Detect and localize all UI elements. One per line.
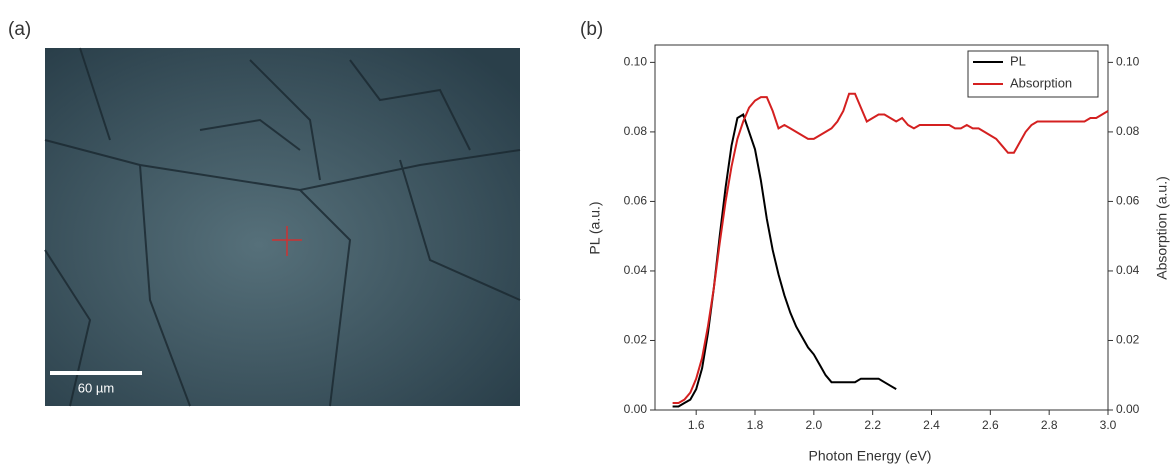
x-tick-label: 1.8	[747, 418, 764, 432]
y2-axis-label: Absorption (a.u.)	[1154, 176, 1170, 280]
x-tick-label: 2.8	[1041, 418, 1058, 432]
y2-tick-label: 0.10	[1116, 55, 1140, 69]
y-tick-label: 0.08	[624, 124, 648, 138]
legend	[967, 50, 1099, 98]
x-tick-label: 1.6	[688, 418, 705, 432]
panel-label: (a)	[8, 19, 31, 40]
series-line	[672, 113, 897, 408]
y2-tick-label: 0.08	[1116, 124, 1140, 138]
y-tick-label: 0.02	[624, 333, 648, 347]
y2-tick-label: 0.02	[1116, 333, 1140, 347]
y-tick-label: 0.10	[624, 55, 648, 69]
x-tick-label: 2.6	[982, 418, 999, 432]
legend-label: Absorption	[1010, 75, 1072, 90]
y2-tick-label: 0.06	[1116, 194, 1140, 208]
y-axis-label: PL (a.u.)	[587, 201, 603, 254]
x-axis-label: Photon Energy (eV)	[809, 448, 932, 464]
legend-label: PL	[1010, 53, 1026, 68]
y2-tick-label: 0.00	[1116, 402, 1140, 416]
series-line	[672, 92, 1109, 404]
y-tick-label: 0.00	[624, 402, 648, 416]
x-tick-label: 2.4	[923, 418, 940, 432]
x-tick-label: 2.0	[806, 418, 823, 432]
plot-frame	[654, 44, 1109, 411]
panel-label: (b)	[580, 19, 603, 40]
micrograph: 60 µm	[44, 47, 521, 407]
scale-bar-label: 60 µm	[78, 380, 114, 395]
y2-tick-label: 0.04	[1116, 263, 1140, 277]
y-tick-label: 0.06	[624, 194, 648, 208]
y-tick-label: 0.04	[624, 263, 648, 277]
x-tick-label: 2.2	[864, 418, 881, 432]
x-tick-label: 3.0	[1100, 418, 1117, 432]
